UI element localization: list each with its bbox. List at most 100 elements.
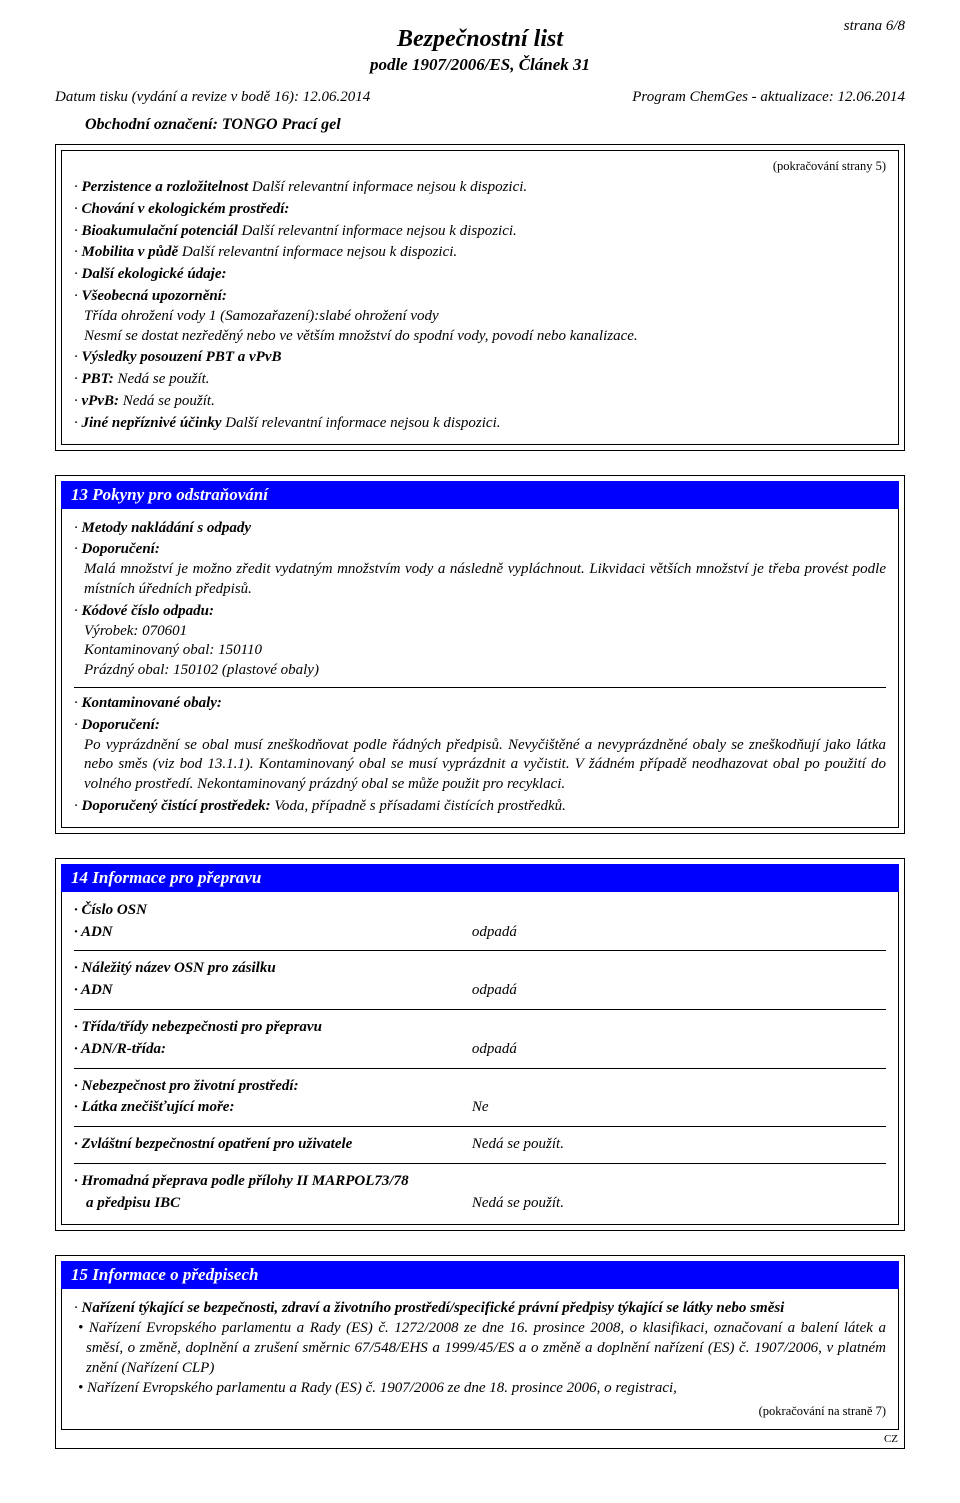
inner-box: Metody nakládání s odpady Doporučení: Ma…	[61, 509, 899, 828]
line: Chování v ekologickém prostředí:	[74, 200, 886, 220]
section-continuation-box: (pokračování strany 5) Perzistence a roz…	[55, 144, 905, 451]
line: Doporučení:	[74, 716, 886, 736]
line: Nařízení Evropského parlamentu a Rady (E…	[74, 1379, 886, 1399]
key-label: Nebezpečnost pro životní prostředí:	[74, 1078, 299, 1094]
label: Kontaminované obaly:	[82, 695, 222, 711]
value-cell	[472, 958, 886, 980]
line: Doporučený čistící prostředek: Voda, pří…	[74, 797, 886, 817]
table-row: a předpisu IBCNedá se použít.	[74, 1193, 886, 1215]
inner-box: Nařízení týkající se bezpečnosti, zdraví…	[61, 1289, 899, 1430]
label: Doporučení:	[82, 717, 160, 733]
section-14-header: 14 Informace pro přepravu	[61, 864, 899, 892]
line: Mobilita v půdě Další relevantní informa…	[74, 243, 886, 263]
line: Nařízení Evropského parlamentu a Rady (E…	[74, 1319, 886, 1378]
key-label: ADN	[74, 924, 113, 940]
key-cell: Náležitý název OSN pro zásilku	[74, 958, 472, 980]
label: Kódové číslo odpadu:	[82, 603, 215, 619]
section-13-box: 13 Pokyny pro odstraňování Metody naklád…	[55, 475, 905, 834]
page: strana 6/8 Bezpečnostní list podle 1907/…	[0, 0, 960, 1503]
line: vPvB: Nedá se použít.	[74, 392, 886, 412]
key-label: Látka znečišťující moře:	[74, 1099, 234, 1115]
key-label: a předpisu IBC	[86, 1195, 180, 1211]
key-cell: ADN/R-třída:	[74, 1039, 472, 1061]
value-cell	[472, 900, 886, 922]
label: Metody nakládání s odpady	[82, 520, 252, 536]
line: PBT: Nedá se použít.	[74, 370, 886, 390]
print-date: Datum tisku (vydání a revize v bodě 16):…	[55, 89, 370, 106]
table-row: Číslo OSN	[74, 900, 886, 922]
key-cell: Třída/třídy nebezpečnosti pro přepravu	[74, 1017, 472, 1039]
product-label: Obchodní označení: TONGO Prací gel	[85, 116, 905, 134]
key-cell: Látka znečišťující moře:	[74, 1097, 472, 1119]
text: Nedá se použít.	[119, 393, 215, 409]
table-row: ADN/R-třída: odpadá	[74, 1039, 886, 1061]
value-cell: odpadá	[472, 980, 886, 1002]
table-row: Zvláštní bezpečnostní opatření pro uživa…	[74, 1134, 886, 1156]
section-14-box: 14 Informace pro přepravu Číslo OSN ADN od…	[55, 858, 905, 1232]
value-cell	[472, 1017, 886, 1039]
line: Prázdný obal: 150102 (plastové obaly)	[74, 661, 886, 681]
value-cell: odpadá	[472, 1039, 886, 1061]
section-13-header: 13 Pokyny pro odstraňování	[61, 481, 899, 509]
section-15-header: 15 Informace o předpisech	[61, 1261, 899, 1289]
key-cell: Hromadná přeprava podle přílohy II MARPO…	[74, 1171, 472, 1193]
label: vPvB:	[82, 393, 119, 409]
key-label: Zvláštní bezpečnostní opatření pro uživa…	[74, 1136, 352, 1152]
line: Nesmí se dostat nezředěný nebo ve větším…	[74, 327, 886, 347]
divider	[74, 687, 886, 688]
line: Výrobek: 070601	[74, 622, 886, 642]
cz-mark: CZ	[56, 1433, 904, 1445]
label: Perzistence a rozložitelnost	[82, 179, 249, 195]
table-row: Třída/třídy nebezpečnosti pro přepravu	[74, 1017, 886, 1039]
line: Kódové číslo odpadu:	[74, 602, 886, 622]
line: Všeobecná upozornění:	[74, 287, 886, 307]
label: Všeobecná upozornění:	[82, 288, 227, 304]
line: Metody nakládání s odpady	[74, 519, 886, 539]
table-row: Látka znečišťující moře: Ne	[74, 1097, 886, 1119]
key-cell: Zvláštní bezpečnostní opatření pro uživa…	[74, 1134, 472, 1156]
text: Další relevantní informace nejsou k disp…	[222, 415, 501, 431]
section-15-box: 15 Informace o předpisech Nařízení týkaj…	[55, 1255, 905, 1449]
divider	[74, 1009, 886, 1010]
key-label: Třída/třídy nebezpečnosti pro přepravu	[74, 1019, 322, 1035]
key-label: ADN	[74, 982, 113, 998]
continuation-from: (pokračování strany 5)	[74, 159, 886, 174]
line: Třída ohrožení vody 1 (Samozařazení):sla…	[74, 307, 886, 327]
line: Doporučení:	[74, 540, 886, 560]
label: Chování v ekologickém prostředí:	[82, 201, 290, 217]
divider	[74, 1163, 886, 1164]
line: Malá množství je možno zředit vydatným m…	[74, 560, 886, 600]
key-label: ADN/R-třída:	[74, 1041, 166, 1057]
line: Kontaminované obaly:	[74, 694, 886, 714]
inner-box: (pokračování strany 5) Perzistence a roz…	[61, 150, 899, 445]
divider	[74, 1126, 886, 1127]
value-cell: Ne	[472, 1097, 886, 1119]
line: Kontaminovaný obal: 150110	[74, 641, 886, 661]
divider	[74, 950, 886, 951]
label: Doporučený čistící prostředek:	[82, 798, 271, 814]
label: Výsledky posouzení PBT a vPvB	[82, 349, 282, 365]
continuation-to: (pokračování na straně 7)	[74, 1404, 886, 1419]
line: Výsledky posouzení PBT a vPvB	[74, 348, 886, 368]
line: Bioakumulační potenciál Další relevantní…	[74, 222, 886, 242]
label: Nařízení týkající se bezpečnosti, zdraví…	[82, 1300, 785, 1316]
line: Perzistence a rozložitelnost Další relev…	[74, 178, 886, 198]
line: Další ekologické údaje:	[74, 265, 886, 285]
label: PBT:	[82, 371, 114, 387]
table-row: Nebezpečnost pro životní prostředí:	[74, 1076, 886, 1098]
meta-row: Datum tisku (vydání a revize v bodě 16):…	[55, 89, 905, 106]
page-number: strana 6/8	[844, 18, 905, 35]
table-row: ADN odpadá	[74, 980, 886, 1002]
inner-box: Číslo OSNADNodpadáNáležitý název OSN pro…	[61, 892, 899, 1226]
label: Mobilita v půdě	[82, 244, 179, 260]
value-cell: odpadá	[472, 922, 886, 944]
text: Nedá se použít.	[114, 371, 210, 387]
key-cell: Číslo OSN	[74, 900, 472, 922]
text: Další relevantní informace nejsou k disp…	[178, 244, 457, 260]
text: Další relevantní informace nejsou k disp…	[238, 223, 517, 239]
label: Jiné nepříznivé účinky	[82, 415, 222, 431]
key-cell: ADN	[74, 922, 472, 944]
doc-subtitle: podle 1907/2006/ES, Článek 31	[55, 55, 905, 75]
key-label: Číslo OSN	[74, 902, 147, 918]
line: Po vyprázdnění se obal musí zneškodňovat…	[74, 736, 886, 795]
